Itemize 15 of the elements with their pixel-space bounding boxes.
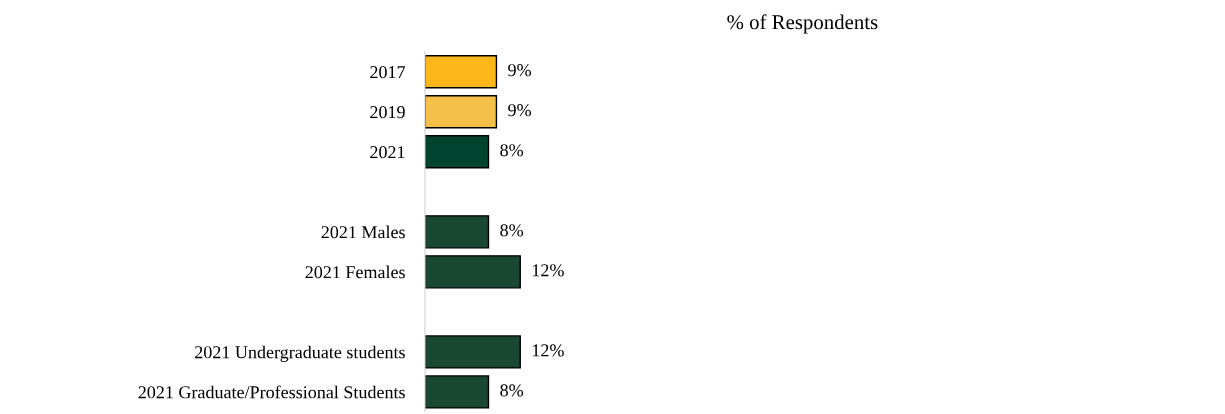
data-label: 9%	[508, 64, 531, 77]
data-label: 12%	[532, 344, 564, 357]
data-label: 8%	[500, 224, 524, 237]
y-tick-label: 2021 Undergraduate students	[195, 345, 405, 363]
data-label: 8%	[500, 144, 524, 157]
y-tick-label: 2021	[370, 146, 405, 159]
y-tick-label: 2021 Females	[305, 265, 405, 279]
y-tick-label: 2017	[370, 66, 406, 79]
text: % of Respondents	[727, 14, 878, 34]
data-label: 9%	[508, 104, 531, 117]
y-tick-label: 2021 Graduate/Professional Students	[138, 385, 405, 399]
y-tick-label: 2019	[370, 106, 405, 119]
y-tick-label: 2021 Males	[321, 225, 405, 239]
data-label: 12%	[532, 264, 564, 277]
data-label: 8%	[500, 384, 524, 397]
